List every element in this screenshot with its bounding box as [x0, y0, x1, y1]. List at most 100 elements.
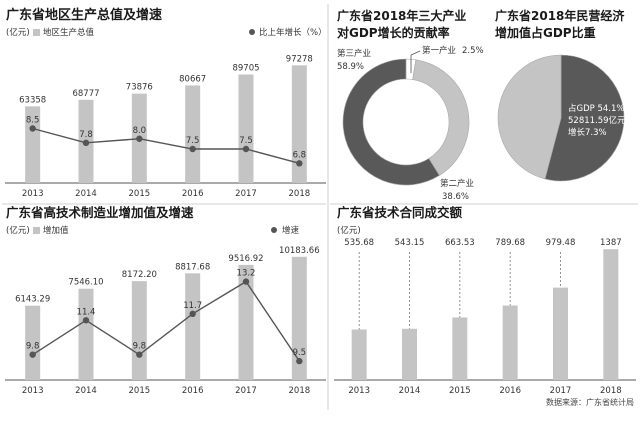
industry-primary-leader-tail [410, 50, 421, 56]
contract-bar-label: 979.48 [546, 238, 576, 248]
gdp-x-tick-label: 2015 [129, 189, 151, 199]
tech-contract-chart: 广东省技术合同成交额 (亿元) 535.68 2013 543.15 2014 663.… [334, 205, 636, 396]
contract-x-tick-label: 2016 [499, 386, 521, 396]
contract-bar [351, 329, 367, 380]
gdp-x-tick-label: 2013 [22, 189, 44, 199]
gdp-chart-title: 广东省地区生产总值及增速 [6, 7, 162, 23]
gdp-legend-line-label: 比上年增长（%） [259, 27, 327, 38]
hightech-legend-line-swatch [271, 227, 277, 233]
private-economy-chart: 广东省2018年民营经济 增加值占GDP比重 占GDP 54.1% 52811.… [495, 8, 626, 182]
contract-bar-label: 543.15 [395, 238, 425, 248]
hightech-x-tick-label: 2017 [235, 386, 257, 396]
gdp-bar-label: 80667 [179, 74, 206, 84]
industry-tertiary-value: 58.9% [337, 62, 364, 72]
hightech-growth-label: 9.8 [133, 342, 147, 352]
gdp-bar [291, 65, 307, 183]
contract-bar-label: 1387 [600, 238, 622, 248]
gdp-growth-label: 7.5 [239, 136, 253, 146]
private-chart-title-line1: 广东省2018年民营经济 [495, 8, 625, 23]
gdp-growth-label: 7.8 [79, 130, 93, 140]
hightech-growth-point [82, 317, 90, 324]
gdp-growth-line [32, 127, 300, 165]
hightech-growth-point [296, 357, 303, 365]
hightech-bar [131, 281, 147, 380]
gdp-bar-label: 73876 [126, 83, 153, 93]
contract-bar [502, 305, 518, 380]
contract-bar-label: 789.68 [495, 238, 525, 248]
gdp-bar-label: 97278 [286, 54, 313, 64]
gdp-legend-bar-label: 地区生产总值 [43, 27, 95, 38]
hightech-x-tick-label: 2014 [75, 386, 97, 396]
gdp-y-axis-label: (亿元) [6, 27, 30, 38]
gdp-chart: 广东省地区生产总值及增速 (亿元) 地区生产总值 比上年增长（%） 63358 2… [5, 7, 327, 199]
industry-primary-value: 2.5% [462, 46, 484, 56]
hightech-legend-bar-swatch [33, 227, 40, 234]
gdp-bar-label: 63358 [19, 95, 46, 105]
industry-primary-label: 第一产业 [422, 45, 456, 56]
gdp-x-tick-label: 2017 [235, 189, 257, 199]
gdp-growth-label: 7.5 [186, 136, 200, 146]
hightech-y-axis-label: (亿元) [6, 225, 30, 236]
contract-bar-label: 535.68 [344, 238, 374, 248]
hightech-growth-label: 9.8 [26, 342, 40, 352]
contract-bar [603, 249, 619, 380]
hightech-bar-label: 8172.20 [122, 270, 157, 280]
hightech-chart: 广东省高技术制造业增加值及增速 (亿元) 增加值 增速 6143.29 2013 7… [5, 205, 326, 396]
gdp-growth-point [29, 125, 36, 132]
hightech-bar-label: 8817.68 [175, 262, 210, 272]
contract-bar [553, 287, 568, 380]
hightech-bar-label: 6143.29 [15, 295, 50, 305]
hightech-x-tick-label: 2015 [129, 386, 151, 396]
hightech-growth-line [32, 280, 300, 362]
industry-secondary-value: 38.6% [442, 192, 469, 202]
hightech-growth-point [189, 310, 196, 318]
gdp-growth-point [242, 145, 250, 153]
contract-chart-title: 广东省技术合同成交额 [337, 205, 463, 220]
private-chart-title-line2: 增加值占GDP比重 [495, 25, 596, 40]
contract-x-tick-label: 2018 [600, 386, 622, 396]
hightech-legend-line-label: 增速 [282, 225, 300, 236]
industry-slice [342, 58, 440, 186]
contract-bar [402, 328, 417, 380]
source-note: 数据来源：广东省统计局 [546, 397, 634, 407]
hightech-x-tick-label: 2018 [289, 386, 311, 396]
gdp-x-tick-label: 2014 [75, 189, 97, 199]
gdp-growth-point [136, 135, 143, 142]
gdp-growth-label: 8.0 [133, 126, 147, 136]
contract-bar [452, 317, 468, 380]
hightech-growth-label: 11.7 [183, 301, 202, 311]
contract-x-tick-label: 2013 [348, 386, 370, 396]
gdp-bar [25, 106, 41, 183]
hightech-bar [238, 264, 254, 380]
hightech-bar-label: 7546.10 [68, 278, 103, 288]
hightech-growth-label: 11.4 [77, 307, 96, 317]
hightech-x-tick-label: 2016 [182, 386, 204, 396]
contract-x-tick-label: 2017 [550, 386, 572, 396]
hightech-growth-label: 9.5 [293, 348, 307, 358]
contract-x-tick-label: 2014 [399, 386, 421, 396]
contract-x-tick-label: 2015 [449, 386, 471, 396]
hightech-legend-bar-label: 增加值 [43, 225, 69, 236]
hightech-x-tick-label: 2013 [22, 386, 44, 396]
industry-secondary-label: 第二产业 [440, 178, 474, 189]
gdp-growth-label: 6.8 [293, 150, 307, 160]
gdp-bar [185, 85, 201, 183]
private-growth-label: 增长7.3% [568, 127, 607, 138]
private-amount-label: 52811.59亿元 [568, 115, 626, 126]
hightech-bar [78, 288, 94, 380]
gdp-legend-bar-swatch [33, 29, 40, 36]
gdp-growth-point [296, 160, 303, 167]
gdp-growth-point [189, 145, 196, 153]
industry-tertiary-label: 第三产业 [337, 48, 371, 59]
hightech-bar-label: 10183.66 [279, 246, 320, 256]
gdp-growth-label: 8.5 [26, 116, 40, 126]
contract-bar-label: 663.53 [445, 238, 475, 248]
gdp-x-tick-label: 2016 [182, 189, 204, 199]
hightech-growth-label: 13.2 [237, 269, 256, 279]
private-slice [544, 54, 625, 182]
hightech-bar [185, 273, 201, 380]
hightech-growth-point [242, 278, 250, 285]
industry-chart-title-line2: 对GDP增长的贡献率 [337, 25, 450, 40]
